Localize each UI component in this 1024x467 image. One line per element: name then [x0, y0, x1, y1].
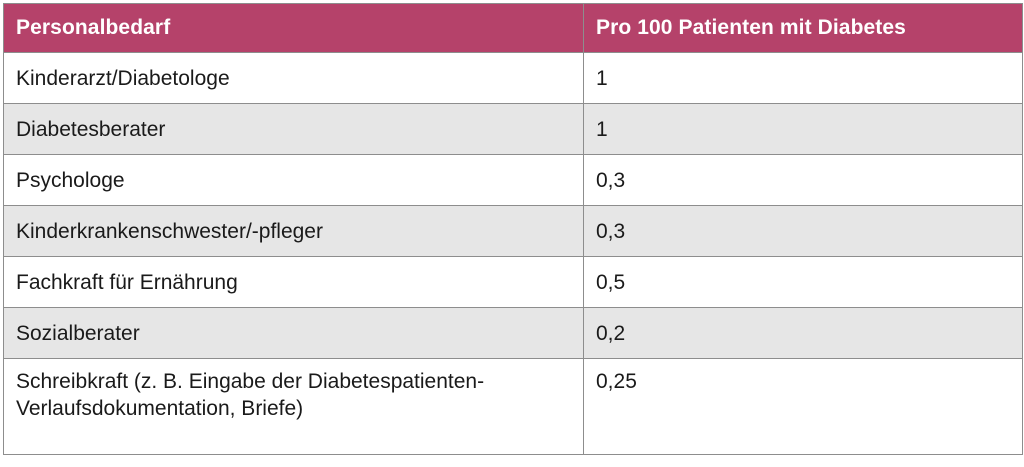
value-cell: 0,3: [583, 205, 1023, 257]
table-row: Fachkraft für Ernährung 0,5: [3, 256, 1023, 308]
staffing-table: Personalbedarf Pro 100 Patienten mit Dia…: [3, 3, 1023, 455]
table-row: Kinderarzt/Diabetologe 1: [3, 52, 1023, 104]
role-cell: Kinderkrankenschwester/-pfleger: [3, 205, 584, 257]
value-cell: 0,5: [583, 256, 1023, 308]
table-row: Psychologe 0,3: [3, 154, 1023, 206]
header-pro-100-patienten: Pro 100 Patienten mit Diabetes: [583, 3, 1023, 53]
table-row: Kinderkrankenschwester/-pfleger 0,3: [3, 205, 1023, 257]
role-cell: Diabetesberater: [3, 103, 584, 155]
table-row: Schreibkraft (z. B. Eingabe der Diabetes…: [3, 358, 1023, 455]
role-cell: Psychologe: [3, 154, 584, 206]
value-cell: 0,2: [583, 307, 1023, 359]
table-row: Diabetesberater 1: [3, 103, 1023, 155]
role-cell: Sozialberater: [3, 307, 584, 359]
value-cell: 0,25: [583, 358, 1023, 455]
table-row: Sozialberater 0,2: [3, 307, 1023, 359]
header-personalbedarf: Personalbedarf: [3, 3, 584, 53]
value-cell: 0,3: [583, 154, 1023, 206]
role-cell: Schreibkraft (z. B. Eingabe der Diabetes…: [3, 358, 584, 455]
value-cell: 1: [583, 52, 1023, 104]
value-cell: 1: [583, 103, 1023, 155]
role-cell: Kinderarzt/Diabetologe: [3, 52, 584, 104]
table-header-row: Personalbedarf Pro 100 Patienten mit Dia…: [3, 3, 1023, 53]
role-cell: Fachkraft für Ernährung: [3, 256, 584, 308]
